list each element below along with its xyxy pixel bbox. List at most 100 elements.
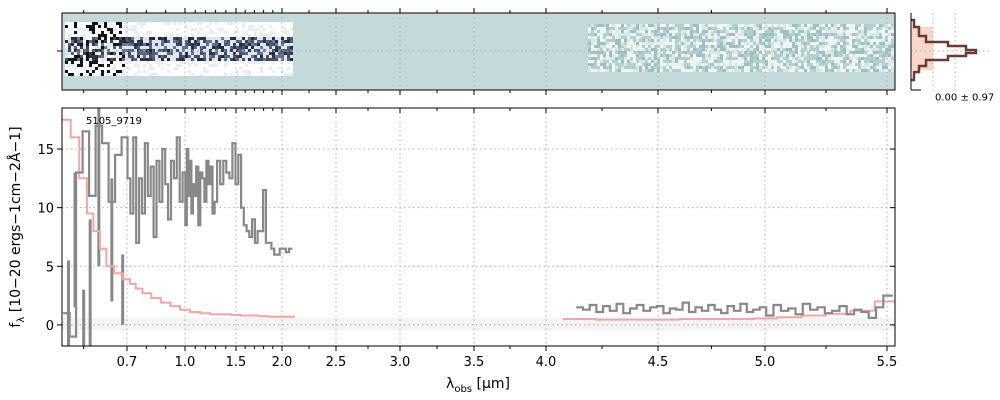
spectrum-pixel [870,45,873,48]
spectrum-pixel [666,63,669,66]
spectrum-pixel [762,57,765,60]
spectrum-pixel [786,42,789,45]
spectrum-pixel [720,51,723,54]
spectrum-pixel [804,33,807,36]
spectrum-pixel [122,73,125,76]
spectrum-pixel [245,46,248,49]
spectrum-pixel [245,70,248,73]
spectrum-pixel [639,60,642,63]
spectrum-pixel [227,52,230,55]
spectrum-pixel [891,51,894,54]
spectrum-pixel [663,36,666,39]
spectrum-pixel [825,54,828,57]
spectrum-pixel [708,63,711,66]
spectrum-pixel [212,67,215,70]
spectrum-pixel [179,73,182,76]
spectrum-pixel [840,27,843,30]
spectrum-pixel [209,31,212,34]
spectrum-pixel [639,24,642,27]
spectrum-pixel [104,64,107,67]
spectrum-pixel [762,63,765,66]
spectrum-pixel [101,73,104,76]
spectrum-pixel [155,34,158,37]
spectrum-pixel [212,31,215,34]
spectrum-pixel [792,30,795,33]
spectrum-pixel [218,64,221,67]
model-line [62,118,295,318]
spectrum-pixel [260,73,263,76]
spectrum-pixel [242,34,245,37]
spectrum-pixel [185,70,188,73]
spectrum-pixel [813,24,816,27]
x-tick-label: 2.5 [326,355,347,370]
model-line [562,300,895,321]
spectrum-pixel [167,73,170,76]
spectrum-pixel [771,60,774,63]
spectrum-pixel [846,60,849,63]
spectrum-pixel [194,46,197,49]
spectrum-pixel [284,52,287,55]
spectrum-pixel [654,54,657,57]
spectrum-pixel [224,37,227,40]
spectrum-pixel [777,27,780,30]
spectrum-pixel [215,40,218,43]
spectrum-pixel [74,31,77,34]
spectrum-pixel [729,48,732,51]
spectrum-pixel [858,24,861,27]
spectrum-pixel [80,46,83,49]
spectrum-pixel [624,60,627,63]
spectrum-pixel [218,22,221,25]
spectrum-pixel [807,57,810,60]
spectrum-pixel [681,33,684,36]
spectrum-pixel [606,39,609,42]
spectrum-pixel [603,30,606,33]
spectrum-pixel [660,54,663,57]
spectrum-pixel [834,48,837,51]
spectrum-pixel [122,25,125,28]
spectrum-pixel [290,52,293,55]
spectrum-pixel [798,60,801,63]
spectrum-pixel [89,37,92,40]
spectrum-pixel [597,48,600,51]
spectrum-pixel [831,63,834,66]
spectrum-pixel [65,25,68,28]
spectrum-pixel [98,58,101,61]
spectrum-pixel [71,55,74,58]
spectrum-pixel [95,34,98,37]
spectrum-pixel [741,30,744,33]
spectrum-pixel [774,42,777,45]
spectrum-pixel [266,46,269,49]
spectrum-pixel [798,54,801,57]
spectrum-pixel [618,24,621,27]
spectrum-pixel [612,24,615,27]
spectrum-pixel [777,36,780,39]
spectrum-pixel [777,51,780,54]
spectrum-pixel [104,70,107,73]
spectrum-pixel [783,63,786,66]
spectrum-pixel [654,45,657,48]
spectrum-pixel [609,27,612,30]
spectrum-pixel [179,40,182,43]
x-tick-label: 2.0 [272,355,293,370]
spectrum-pixel [675,51,678,54]
spectrum-pixel [176,40,179,43]
spectrum-pixel [876,54,879,57]
spectrum-pixel [759,54,762,57]
spectrum-pixel [194,61,197,64]
spectrum-pixel [272,40,275,43]
spectrum-pixel [660,33,663,36]
spectrum-pixel [645,42,648,45]
spectrum-pixel [203,73,206,76]
spectrum-pixel [239,67,242,70]
spectrum-pixel [290,70,293,73]
spectrum-pixel [146,70,149,73]
spectrum-pixel [720,63,723,66]
spectrum-pixel [771,51,774,54]
spectrum-pixel [233,73,236,76]
spectrum-pixel [176,58,179,61]
spectrum-pixel [756,51,759,54]
spectrum-pixel [134,67,137,70]
spectrum-pixel [729,42,732,45]
spectrum-pixel [290,22,293,25]
spectrum-pixel [95,49,98,52]
